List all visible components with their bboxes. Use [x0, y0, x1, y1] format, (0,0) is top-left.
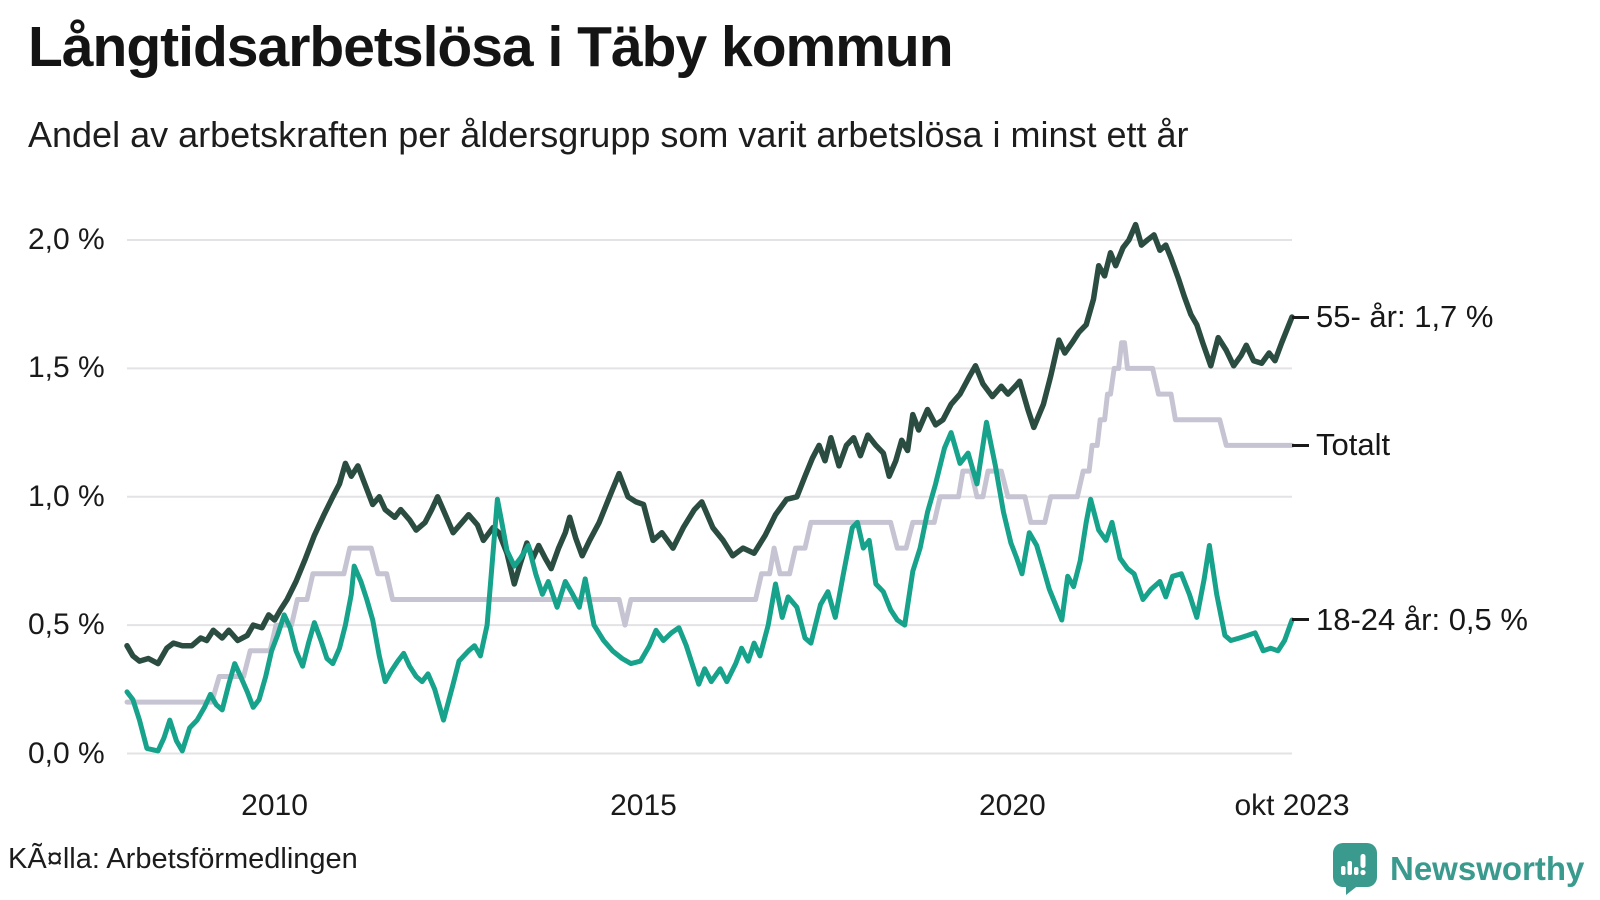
newsworthy-logo-icon	[1333, 843, 1377, 895]
label-dash	[1292, 618, 1309, 622]
y-axis-tick: 1,5 %	[28, 351, 105, 385]
x-axis-tick: 2015	[610, 789, 677, 822]
line-Totalt	[124, 340, 1295, 705]
y-axis-tick: 1,0 %	[28, 479, 105, 513]
label-dash	[1292, 443, 1309, 447]
series-label-55: 55- år: 1,7 %	[1292, 298, 1493, 336]
line-18-24 år	[124, 419, 1295, 754]
label-dash	[1292, 315, 1309, 319]
series-label-text: 55- år: 1,7 %	[1316, 299, 1494, 335]
y-axis-tick: 0,5 %	[28, 608, 105, 642]
source-note: KÃ¤lla: Arbetsförmedlingen	[8, 843, 358, 875]
newsworthy-brand: Newsworthy	[1332, 842, 1584, 896]
line-55- år	[124, 221, 1295, 667]
chart-subtitle: Andel av arbetskraften per åldersgrupp s…	[28, 114, 1189, 155]
series-label-text: 18-24 år: 0,5 %	[1316, 601, 1528, 637]
page-title: Långtidsarbetslösa i Täby kommun	[28, 15, 954, 79]
x-axis-tick: okt 2023	[1234, 789, 1350, 822]
newsworthy-logo-text: Newsworthy	[1390, 850, 1585, 887]
series-label-totalt: Totalt	[1292, 426, 1390, 464]
series-label-18-24: 18-24 år: 0,5 %	[1292, 601, 1528, 639]
x-axis-tick: 2020	[978, 789, 1046, 822]
x-axis-tick: 2010	[241, 789, 308, 822]
y-axis-tick: 0,0 %	[28, 736, 105, 770]
series-label-text: Totalt	[1316, 427, 1391, 463]
y-axis-tick: 2,0 %	[28, 223, 105, 256]
